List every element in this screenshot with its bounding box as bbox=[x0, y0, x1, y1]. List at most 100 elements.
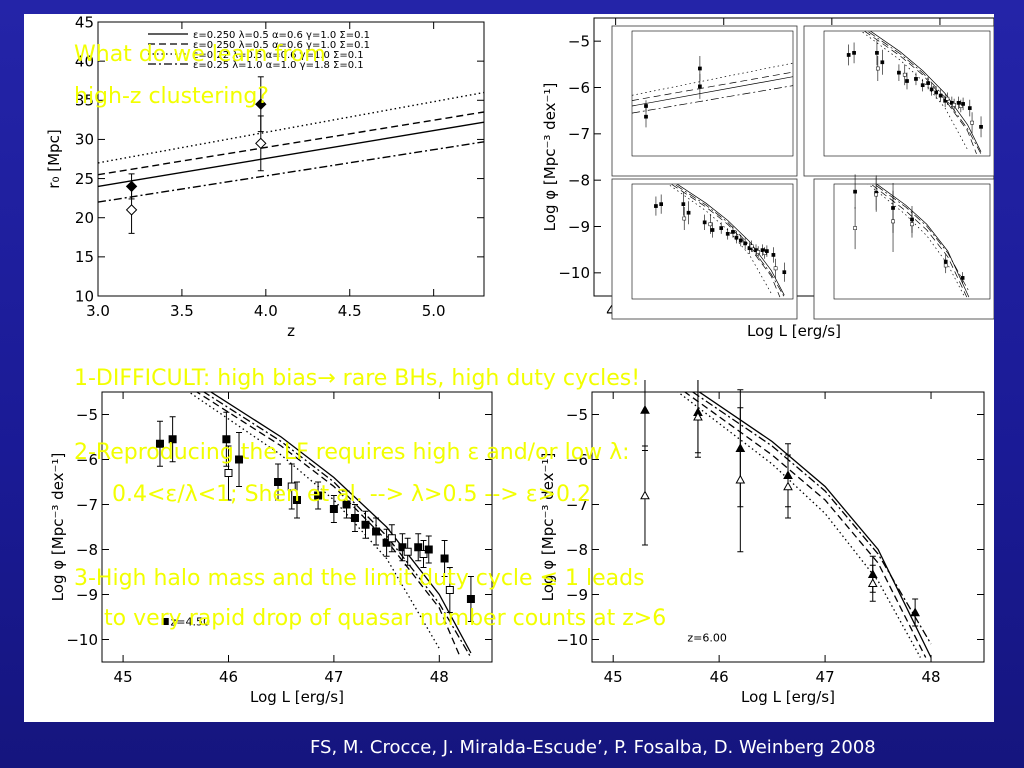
data-point-filled bbox=[466, 595, 475, 603]
y-tick-label: −5 bbox=[566, 406, 588, 424]
mini-point bbox=[902, 72, 907, 77]
point-1: 1-DIFFICULT: high bias→ rare BHs, high d… bbox=[74, 366, 641, 391]
mini-curve bbox=[863, 31, 977, 155]
mini-point bbox=[979, 124, 983, 129]
plot-frame bbox=[101, 391, 493, 663]
mini-point bbox=[749, 244, 754, 249]
plot-frame bbox=[591, 391, 985, 663]
mini-panel-frame bbox=[813, 178, 994, 320]
data-point-filled bbox=[274, 478, 283, 486]
y-tick-label: −6 bbox=[568, 79, 590, 97]
data-point-open bbox=[224, 469, 233, 477]
y-tick-label: 40 bbox=[75, 52, 94, 70]
mini-point bbox=[725, 231, 730, 236]
data-point-filled bbox=[161, 618, 169, 625]
mini-curve bbox=[632, 76, 793, 107]
mini-point bbox=[967, 106, 972, 110]
mini-point bbox=[943, 263, 948, 268]
model-curve bbox=[202, 392, 472, 658]
y-tick-label: −6 bbox=[76, 451, 98, 469]
y-axis-label: Log φ [Mpc⁻³ dex⁻¹] bbox=[49, 453, 67, 602]
data-point-filled bbox=[398, 543, 407, 552]
legend-label: ε=0.250 λ=0.5 α=0.6 γ=1.0 Σ=0.1 bbox=[193, 40, 370, 51]
y-tick-label: 30 bbox=[75, 131, 94, 149]
mini-point bbox=[891, 219, 895, 224]
y-tick-label: −5 bbox=[568, 32, 590, 50]
y-tick-label: −9 bbox=[568, 218, 590, 236]
model-curve bbox=[209, 392, 472, 654]
x-tick-label: 47 bbox=[816, 668, 835, 686]
legend-label: ε=0.25 λ=1.0 α=1.0 γ=1.8 Σ=0.1 bbox=[193, 60, 364, 71]
data-point-open bbox=[255, 137, 267, 150]
mini-curve bbox=[632, 62, 793, 96]
data-point-filled bbox=[222, 435, 231, 444]
y-tick-label: −8 bbox=[568, 171, 590, 189]
mini-point bbox=[938, 93, 943, 98]
mini-point bbox=[956, 101, 961, 105]
mini-point bbox=[970, 120, 974, 125]
slide-title-line1: What do we learn from bbox=[74, 42, 326, 67]
r0-vs-z-chart: 3.0 3.5 4.0 4.5 5.0 10 15 20 25 30 35 40 45 z r₀ [Mpc]… bbox=[45, 14, 485, 340]
data-point-filled bbox=[350, 514, 359, 522]
mini-point bbox=[914, 77, 918, 81]
mini-panel-frame bbox=[611, 25, 798, 177]
data-point-filled bbox=[342, 500, 351, 509]
data-point-filled bbox=[414, 543, 423, 552]
x-tick-label: 47 bbox=[324, 668, 343, 686]
mini-panel-frame bbox=[611, 178, 798, 320]
x-tick-label: 4.5 bbox=[338, 302, 362, 320]
x-tick-label: 3.0 bbox=[86, 302, 110, 320]
data-point-filled bbox=[424, 545, 433, 554]
mini-point bbox=[659, 202, 664, 206]
data-point-filled bbox=[382, 538, 391, 547]
mini-curve bbox=[676, 184, 785, 296]
mini-point bbox=[961, 102, 965, 106]
point-3-line2: to very rapid drop of quasar number coun… bbox=[104, 606, 667, 631]
mini-point bbox=[846, 53, 851, 57]
mini-point bbox=[853, 189, 857, 194]
data-point-open bbox=[783, 481, 793, 491]
y-tick-label: −10 bbox=[558, 264, 590, 282]
y-tick-label: 35 bbox=[75, 92, 94, 110]
model-curve bbox=[195, 392, 461, 658]
mini-panel bbox=[813, 174, 994, 320]
y-tick-label: −7 bbox=[76, 496, 98, 514]
data-point-filled bbox=[910, 607, 920, 617]
y-tick-label: −8 bbox=[76, 541, 98, 559]
mini-curve bbox=[869, 31, 982, 152]
x-axis-label: Log L [erg/s] bbox=[747, 322, 841, 340]
plot-frame bbox=[97, 21, 485, 297]
data-point-open bbox=[403, 547, 412, 556]
x-tick-label: 5.0 bbox=[422, 302, 446, 320]
mini-panel-frame bbox=[803, 25, 994, 177]
mini-point bbox=[934, 90, 939, 95]
mini-point bbox=[929, 87, 934, 92]
mini-point bbox=[765, 249, 769, 253]
data-point-filled bbox=[155, 439, 164, 448]
mini-curve bbox=[673, 184, 785, 298]
mini-point bbox=[880, 60, 885, 65]
x-tick-label: 46 bbox=[219, 668, 238, 686]
data-point-filled bbox=[329, 505, 338, 513]
mini-point bbox=[897, 70, 901, 75]
mini-point bbox=[875, 51, 879, 55]
data-point-open bbox=[867, 578, 878, 587]
mini-point bbox=[698, 84, 702, 89]
mini-curve bbox=[870, 184, 968, 298]
mini-point bbox=[762, 251, 767, 255]
mini-point bbox=[773, 266, 778, 271]
lf-z6-chart: 45 46 47 48 −5 −6 −7 −8 −9 −10 Log L [erg/s] Log φ … bbox=[539, 380, 985, 706]
mini-point bbox=[731, 230, 735, 234]
x-tick-label: 4.0 bbox=[254, 302, 278, 320]
x-tick-label: 46 bbox=[710, 668, 729, 686]
panel-annotation: z=4.50 bbox=[171, 616, 210, 629]
mini-point bbox=[756, 250, 761, 254]
data-point-filled bbox=[168, 435, 177, 444]
data-point-filled bbox=[314, 491, 323, 500]
x-tick-label: 3.5 bbox=[170, 302, 194, 320]
data-point-filled bbox=[361, 520, 370, 529]
mini-point bbox=[698, 66, 702, 71]
y-tick-label: −10 bbox=[66, 631, 98, 649]
data-point-filled bbox=[235, 455, 244, 464]
mini-curve bbox=[866, 31, 982, 155]
